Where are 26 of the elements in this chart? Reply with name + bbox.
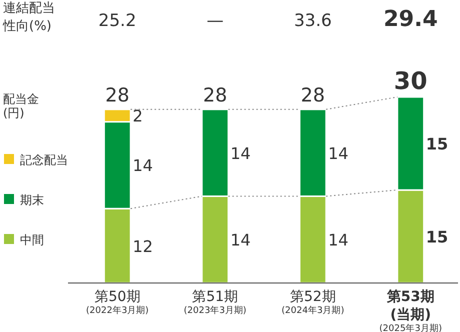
total-label: 30	[394, 67, 428, 95]
data-label: 2	[132, 106, 143, 126]
data-label: 12	[132, 236, 153, 256]
x-tick-label: 第53期 (当期) (2025年3月期)	[379, 289, 442, 332]
text: —	[206, 11, 224, 31]
data-label: 14	[230, 144, 251, 163]
legend-label: 期末	[20, 193, 44, 207]
legend-label: 中間	[20, 233, 44, 247]
x-tick-label: 第51期 (2023年3月期)	[184, 289, 246, 316]
text: 25.2	[98, 11, 136, 31]
data-label: 15	[426, 228, 448, 246]
legend-title: 配当金(円)	[3, 92, 39, 120]
data-label: 14	[328, 144, 348, 163]
legend-label: 記念配当	[20, 153, 68, 167]
text: 29.4	[383, 7, 438, 32]
data-label: 15	[426, 134, 448, 154]
x-tick-label: 第52期 (2024年3月期)	[282, 289, 344, 316]
data-label: 14	[230, 230, 251, 250]
total-label: 28	[203, 84, 228, 106]
data-label: 14	[132, 156, 153, 176]
text: 連結配当性向(%)	[2, 1, 55, 34]
text: 33.6	[294, 11, 332, 31]
x-tick-label: 第50期 (2022年3月期)	[86, 289, 149, 316]
data-label: 14	[328, 230, 348, 250]
total-label: 28	[300, 84, 325, 106]
total-label: 28	[105, 84, 130, 106]
